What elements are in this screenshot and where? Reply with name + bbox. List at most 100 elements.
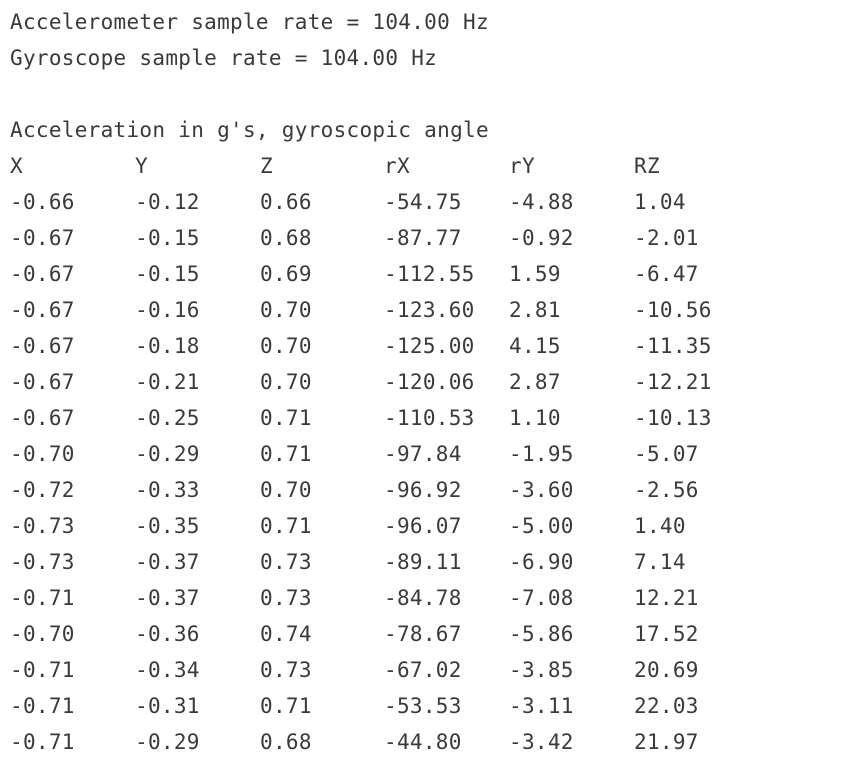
z-value: 0.73 bbox=[260, 586, 312, 610]
ry-value: 2.81 bbox=[509, 298, 561, 322]
rx-value: -84.78 bbox=[384, 586, 462, 610]
z-value: 0.68 bbox=[260, 226, 312, 250]
ry-value: 4.15 bbox=[509, 334, 561, 358]
z-value: 0.73 bbox=[260, 658, 312, 682]
z-value: 0.71 bbox=[260, 514, 312, 538]
z-value: 0.71 bbox=[260, 442, 312, 466]
x-value: -0.71 bbox=[10, 586, 75, 610]
ry-value: -5.00 bbox=[509, 514, 574, 538]
z-value: 0.68 bbox=[260, 730, 312, 754]
rz-value: 1.04 bbox=[634, 190, 686, 214]
header-y: Y bbox=[135, 154, 148, 178]
data-row: -0.67 -0.15 0.68 -87.77 -0.92 -2.01 bbox=[10, 220, 754, 256]
blank-line bbox=[10, 76, 754, 112]
x-value: -0.66 bbox=[10, 190, 75, 214]
header-rz: RZ bbox=[634, 154, 660, 178]
x-value: -0.67 bbox=[10, 298, 75, 322]
x-value: -0.67 bbox=[10, 334, 75, 358]
data-row: -0.73 -0.35 0.71 -96.07 -5.00 1.40 bbox=[10, 508, 754, 544]
ry-value: 1.10 bbox=[509, 406, 561, 430]
ry-value: -3.42 bbox=[509, 730, 574, 754]
y-value: -0.35 bbox=[135, 514, 200, 538]
data-row: -0.73 -0.37 0.73 -89.11 -6.90 7.14 bbox=[10, 544, 754, 580]
z-value: 0.71 bbox=[260, 406, 312, 430]
rz-value: 12.21 bbox=[634, 586, 699, 610]
rz-value: 20.69 bbox=[634, 658, 699, 682]
x-value: -0.71 bbox=[10, 730, 75, 754]
ry-value: 2.87 bbox=[509, 370, 561, 394]
rx-value: -87.77 bbox=[384, 226, 462, 250]
rz-value: -2.56 bbox=[634, 478, 699, 502]
y-value: -0.15 bbox=[135, 226, 200, 250]
z-value: 0.70 bbox=[260, 478, 312, 502]
ry-value: -4.88 bbox=[509, 190, 574, 214]
rz-value: 22.03 bbox=[634, 694, 699, 718]
z-value: 0.70 bbox=[260, 334, 312, 358]
z-value: 0.74 bbox=[260, 622, 312, 646]
rx-value: -112.55 bbox=[384, 262, 475, 286]
ry-value: 1.59 bbox=[509, 262, 561, 286]
rx-value: -123.60 bbox=[384, 298, 475, 322]
rx-value: -89.11 bbox=[384, 550, 462, 574]
y-value: -0.34 bbox=[135, 658, 200, 682]
z-value: 0.71 bbox=[260, 694, 312, 718]
x-value: -0.71 bbox=[10, 658, 75, 682]
data-row: -0.71 -0.31 0.71 -53.53 -3.11 22.03 bbox=[10, 688, 754, 724]
rz-value: -10.13 bbox=[634, 406, 712, 430]
accelerometer-rate-line: Accelerometer sample rate = 104.00 Hz bbox=[10, 10, 489, 34]
ry-value: -3.85 bbox=[509, 658, 574, 682]
x-value: -0.70 bbox=[10, 622, 75, 646]
rx-value: -97.84 bbox=[384, 442, 462, 466]
rz-value: -5.07 bbox=[634, 442, 699, 466]
x-value: -0.71 bbox=[10, 694, 75, 718]
data-row: -0.72 -0.33 0.70 -96.92 -3.60 -2.56 bbox=[10, 472, 754, 508]
x-value: -0.73 bbox=[10, 514, 75, 538]
data-row: -0.71 -0.29 0.68 -44.80 -3.42 21.97 bbox=[10, 724, 754, 760]
header-x: X bbox=[10, 154, 23, 178]
y-value: -0.18 bbox=[135, 334, 200, 358]
header-z: Z bbox=[260, 154, 273, 178]
x-value: -0.70 bbox=[10, 442, 75, 466]
z-value: 0.70 bbox=[260, 370, 312, 394]
rx-value: -96.92 bbox=[384, 478, 462, 502]
ry-value: -5.86 bbox=[509, 622, 574, 646]
rx-value: -120.06 bbox=[384, 370, 475, 394]
ry-value: -1.95 bbox=[509, 442, 574, 466]
rz-value: 17.52 bbox=[634, 622, 699, 646]
rx-value: -44.80 bbox=[384, 730, 462, 754]
header-ry: rY bbox=[509, 154, 535, 178]
data-row: -0.67 -0.16 0.70 -123.60 2.81 -10.56 bbox=[10, 292, 754, 328]
ry-value: -6.90 bbox=[509, 550, 574, 574]
data-row: -0.71 -0.34 0.73 -67.02 -3.85 20.69 bbox=[10, 652, 754, 688]
rz-value: -12.21 bbox=[634, 370, 712, 394]
rz-value: -11.35 bbox=[634, 334, 712, 358]
data-row: -0.66 -0.12 0.66 -54.75 -4.88 1.04 bbox=[10, 184, 754, 220]
rx-value: -110.53 bbox=[384, 406, 475, 430]
ry-value: -0.92 bbox=[509, 226, 574, 250]
x-value: -0.67 bbox=[10, 370, 75, 394]
section-heading: Acceleration in g's, gyroscopic angle bbox=[10, 118, 489, 142]
data-row: -0.70 -0.36 0.74 -78.67 -5.86 17.52 bbox=[10, 616, 754, 652]
y-value: -0.31 bbox=[135, 694, 200, 718]
y-value: -0.37 bbox=[135, 550, 200, 574]
y-value: -0.37 bbox=[135, 586, 200, 610]
y-value: -0.16 bbox=[135, 298, 200, 322]
gyroscope-rate-line: Gyroscope sample rate = 104.00 Hz bbox=[10, 46, 438, 70]
rz-value: -10.56 bbox=[634, 298, 712, 322]
x-value: -0.67 bbox=[10, 226, 75, 250]
ry-value: -3.60 bbox=[509, 478, 574, 502]
rz-value: 1.40 bbox=[634, 514, 686, 538]
data-row: -0.67 -0.25 0.71 -110.53 1.10 -10.13 bbox=[10, 400, 754, 436]
z-value: 0.66 bbox=[260, 190, 312, 214]
z-value: 0.69 bbox=[260, 262, 312, 286]
header-rx: rX bbox=[384, 154, 410, 178]
rx-value: -78.67 bbox=[384, 622, 462, 646]
rx-value: -67.02 bbox=[384, 658, 462, 682]
y-value: -0.33 bbox=[135, 478, 200, 502]
data-row: -0.71 -0.37 0.73 -84.78 -7.08 12.21 bbox=[10, 580, 754, 616]
y-value: -0.25 bbox=[135, 406, 200, 430]
y-value: -0.21 bbox=[135, 370, 200, 394]
z-value: 0.73 bbox=[260, 550, 312, 574]
rz-value: -2.01 bbox=[634, 226, 699, 250]
y-value: -0.29 bbox=[135, 442, 200, 466]
